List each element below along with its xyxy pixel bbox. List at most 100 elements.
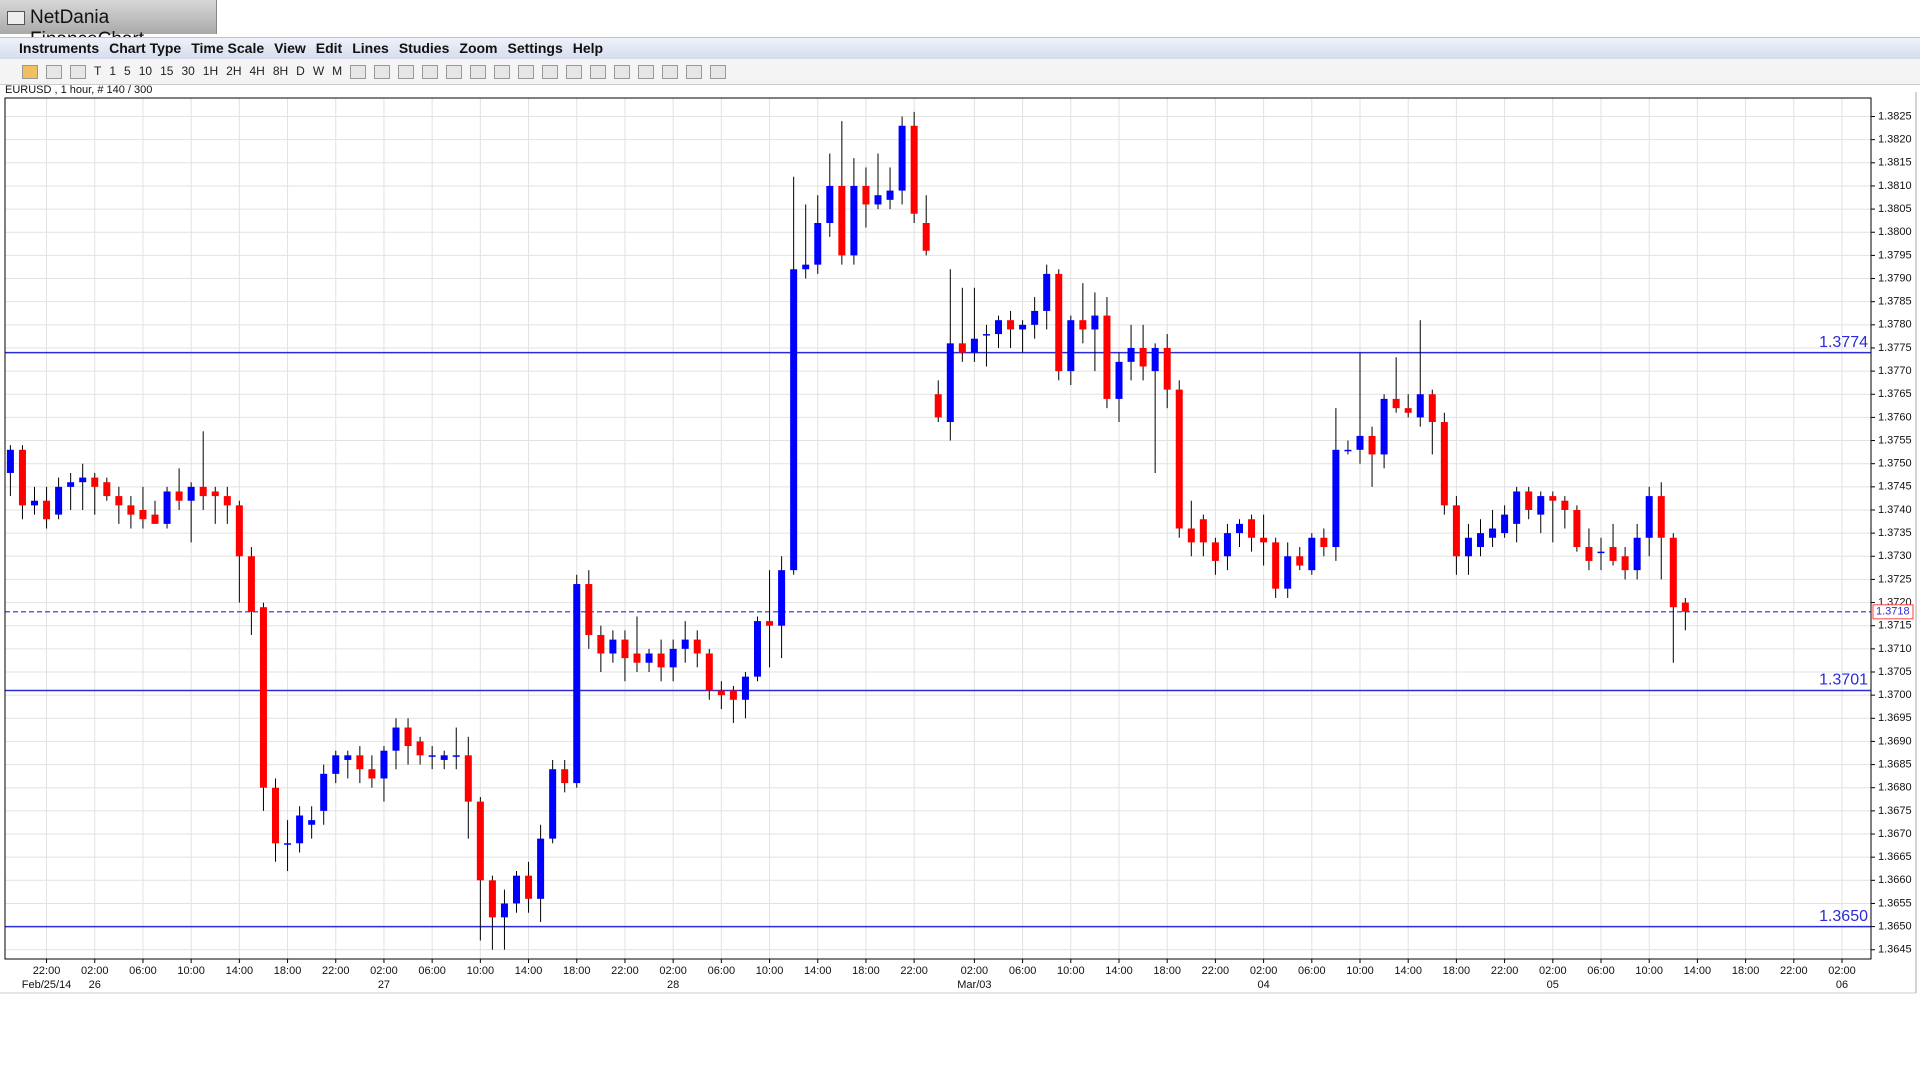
candle-body xyxy=(886,190,894,200)
tool-icon[interactable] xyxy=(590,65,607,79)
candle-body xyxy=(1103,315,1111,399)
candle-body xyxy=(344,755,352,760)
tool-icon[interactable] xyxy=(470,65,487,79)
timescale-button[interactable]: 5 xyxy=(124,64,131,78)
y-tick-label: 1.3825 xyxy=(1878,110,1912,122)
tool-icon[interactable] xyxy=(662,65,679,79)
candle-body xyxy=(766,621,774,626)
candle-body xyxy=(898,125,906,191)
tool-icon[interactable] xyxy=(566,65,583,79)
candle-body xyxy=(103,482,111,497)
timescale-button[interactable]: 8H xyxy=(272,64,289,78)
candle-body xyxy=(1549,496,1557,501)
date-label: 04 xyxy=(1257,979,1269,991)
y-tick-label: 1.3775 xyxy=(1878,342,1912,354)
tool-icon[interactable] xyxy=(494,65,511,79)
instrument-info: EURUSD , 1 hour, # 140 / 300 xyxy=(5,84,153,96)
menu-item[interactable]: Time Scale xyxy=(191,40,265,56)
menu-item[interactable]: Edit xyxy=(315,40,343,56)
candle-body xyxy=(91,477,99,487)
timescale-button[interactable]: T xyxy=(94,64,102,78)
x-tick-label: 22:00 xyxy=(322,965,350,977)
y-tick-label: 1.3790 xyxy=(1878,272,1912,284)
candle-body xyxy=(356,755,364,770)
tool-icon[interactable] xyxy=(638,65,655,79)
candle-body xyxy=(404,727,412,747)
tool-icon[interactable] xyxy=(374,65,391,79)
menu-item[interactable]: Zoom xyxy=(459,40,498,56)
timescale-button[interactable]: D xyxy=(296,64,305,78)
candle-body xyxy=(814,222,822,265)
candle-body xyxy=(199,486,207,497)
candle-body xyxy=(452,755,460,757)
y-tick-label: 1.3795 xyxy=(1878,249,1912,261)
candle-body xyxy=(1561,500,1569,510)
menu-item[interactable]: Chart Type xyxy=(109,40,182,56)
tool-icon[interactable] xyxy=(686,65,703,79)
x-tick-label: 14:00 xyxy=(1105,965,1133,977)
candle-body xyxy=(790,269,798,571)
y-tick-label: 1.3695 xyxy=(1878,712,1912,724)
candle-body xyxy=(1669,537,1677,608)
timescale-button[interactable]: 30 xyxy=(181,64,195,78)
candle-body xyxy=(1175,389,1183,529)
tool-icon[interactable] xyxy=(614,65,631,79)
tool-icon[interactable] xyxy=(398,65,415,79)
timescale-button[interactable]: W xyxy=(312,64,325,78)
candle-body xyxy=(741,676,749,700)
x-tick-label: 02:00 xyxy=(370,965,398,977)
x-tick-label: 18:00 xyxy=(274,965,302,977)
date-label: Feb/25/14 xyxy=(22,979,72,991)
candle-body xyxy=(693,639,701,654)
timescale-button[interactable]: 1 xyxy=(109,64,117,78)
x-tick-label: 22:00 xyxy=(1780,965,1808,977)
tool-icon[interactable] xyxy=(518,65,535,79)
tool-icon[interactable] xyxy=(710,65,727,79)
timescale-button[interactable]: 1H xyxy=(202,64,219,78)
y-tick-label: 1.3755 xyxy=(1878,434,1912,446)
tool-icon[interactable] xyxy=(446,65,463,79)
candle-body xyxy=(1031,310,1039,325)
y-tick-label: 1.3805 xyxy=(1878,203,1912,215)
tool-icon[interactable] xyxy=(350,65,367,79)
timescale-button[interactable]: M xyxy=(332,64,343,78)
candle-body xyxy=(982,334,990,336)
menu-item[interactable]: Settings xyxy=(507,40,563,56)
y-tick-label: 1.3715 xyxy=(1878,620,1912,632)
candle-body xyxy=(1248,519,1256,538)
date-label: 27 xyxy=(378,979,390,991)
menu-item[interactable]: Studies xyxy=(398,40,450,56)
y-tick-label: 1.3675 xyxy=(1878,805,1912,817)
plot-border xyxy=(4,97,1872,960)
timescale-button[interactable]: 15 xyxy=(160,64,174,78)
y-tick-label: 1.3700 xyxy=(1878,689,1912,701)
tool-icon[interactable] xyxy=(46,65,62,79)
tool-icon[interactable] xyxy=(22,65,38,79)
tool-icon[interactable] xyxy=(422,65,439,79)
date-label: 28 xyxy=(667,979,679,991)
menu-item[interactable]: Lines xyxy=(352,40,389,56)
menu-item[interactable]: Instruments xyxy=(19,40,100,56)
timescale-button[interactable]: 2H xyxy=(226,64,242,78)
candle-body xyxy=(1597,551,1605,554)
candle-body xyxy=(910,125,918,214)
x-tick-label: 02:00 xyxy=(81,965,109,977)
candle-body xyxy=(1067,320,1075,372)
y-tick-label: 1.3685 xyxy=(1878,758,1912,770)
candle-body xyxy=(1115,361,1123,399)
candle-body xyxy=(862,185,870,205)
timescale-button[interactable]: 10 xyxy=(138,64,153,78)
y-tick-label: 1.3730 xyxy=(1878,550,1912,562)
x-tick-label: 18:00 xyxy=(852,965,880,977)
candle-body xyxy=(1260,537,1268,543)
candle-body xyxy=(428,755,436,757)
tool-icon[interactable] xyxy=(70,65,86,79)
timescale-button[interactable]: 4H xyxy=(249,64,265,78)
date-label: 05 xyxy=(1547,979,1559,991)
y-tick-label: 1.3670 xyxy=(1878,828,1912,840)
x-tick-label: 06:00 xyxy=(708,965,736,977)
horizontal-line-label: 1.3650 xyxy=(1819,908,1868,925)
tool-icon[interactable] xyxy=(542,65,559,79)
menu-item[interactable]: View xyxy=(274,40,306,56)
menu-item[interactable]: Help xyxy=(572,40,604,56)
